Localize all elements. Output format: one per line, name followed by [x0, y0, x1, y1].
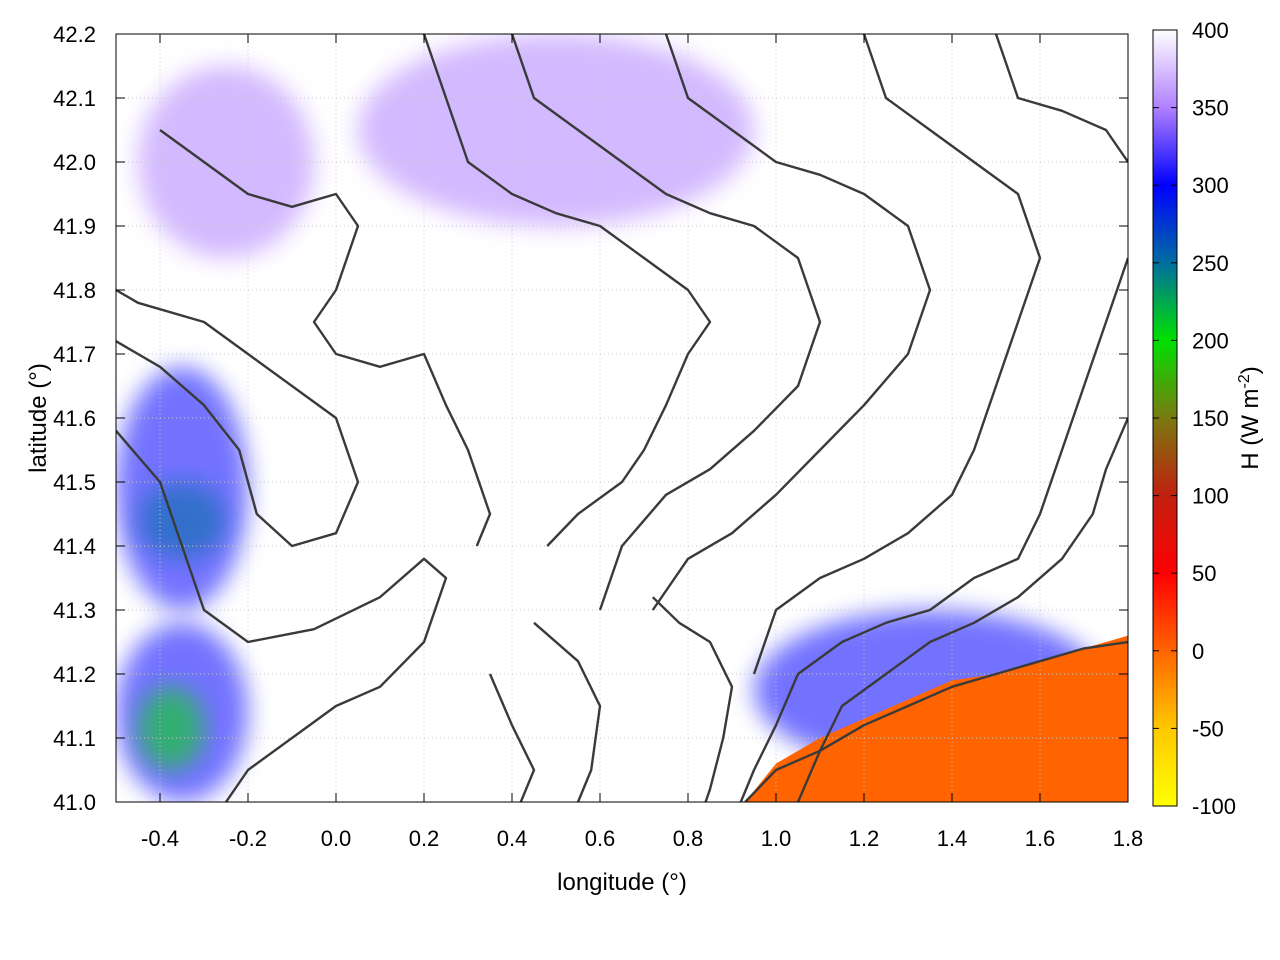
- colorbar: -100 -50 0 50 100 150 200 250 300 350 400 H (W m-2…: [1152, 18, 1264, 819]
- x-tick-label: 0.8: [673, 826, 704, 851]
- y-tick-label: 42.0: [53, 150, 96, 175]
- flux-field: [116, 34, 1128, 802]
- colorbar-tick-label: 100: [1192, 484, 1229, 509]
- y-axis: 41.0 41.1 41.2 41.3 41.4 41.5 41.6 41.7 41.8 41.9…: [53, 22, 1128, 815]
- colorbar-tick-label: 0: [1192, 639, 1204, 664]
- colorbar-tick-label: 150: [1192, 406, 1229, 431]
- x-tick-label: 1.6: [1025, 826, 1056, 851]
- field-region-sea: [745, 635, 1128, 802]
- contour-line-3: [159, 129, 492, 547]
- colorbar-tick-label: 400: [1192, 18, 1229, 43]
- colorbar-tick-label: 250: [1192, 251, 1229, 276]
- grid-lines: [116, 33, 1129, 803]
- y-tick-label: 41.1: [53, 726, 96, 751]
- contour-line-1: [116, 288, 360, 548]
- contour-line-14: [651, 596, 734, 802]
- field-region-north-band: [358, 34, 754, 226]
- contour-line-8: [994, 34, 1128, 163]
- contour-line-5: [510, 34, 822, 611]
- y-tick-label: 42.2: [53, 22, 96, 47]
- x-tick-label: 0.6: [585, 826, 616, 851]
- x-tick-label: 0.0: [321, 826, 352, 851]
- y-tick-label: 41.4: [53, 534, 96, 559]
- x-tick-label: 1.4: [937, 826, 968, 851]
- colorbar-tick-label: -50: [1192, 716, 1224, 741]
- x-tick-label: 0.2: [409, 826, 440, 851]
- y-tick-label: 41.3: [53, 598, 96, 623]
- x-tick-label: 1.0: [761, 826, 792, 851]
- y-tick-label: 41.2: [53, 662, 96, 687]
- colorbar-title: H (W m-2): [1236, 366, 1264, 470]
- y-tick-label: 41.8: [53, 278, 96, 303]
- x-tick-label: 1.8: [1113, 826, 1144, 851]
- colorbar-tick-label: 350: [1192, 96, 1229, 121]
- x-tick-label: 1.2: [849, 826, 880, 851]
- colorbar-tick-label: -100: [1192, 794, 1236, 819]
- y-tick-label: 41.5: [53, 470, 96, 495]
- contour-line-2: [116, 430, 448, 802]
- field-region-southwest-core: [138, 686, 204, 771]
- x-axis: -0.4 -0.2 0.0 0.2 0.4 0.6 0.8 1.0 1.2 1.4 1.6 1.8: [141, 34, 1143, 851]
- colorbar-ticks: -100 -50 0 50 100 150 200 250 300 350 400: [1153, 18, 1236, 819]
- x-tick-label: -0.4: [141, 826, 179, 851]
- colorbar-tick-label: 300: [1192, 173, 1229, 198]
- elevation-contours: [116, 34, 1128, 802]
- contour-line-9: [739, 257, 1128, 802]
- y-tick-label: 41.0: [53, 790, 96, 815]
- field-region-nw-hills: [138, 66, 314, 258]
- contour-line-13: [488, 673, 536, 802]
- field-region-west-valley-core: [138, 482, 226, 559]
- x-axis-title: longitude (°): [557, 869, 687, 896]
- contour-line-6: [651, 34, 932, 611]
- y-tick-label: 42.1: [53, 86, 96, 111]
- contour-line-4: [422, 34, 712, 547]
- contour-line-7: [752, 34, 1042, 675]
- contour-line-12: [533, 621, 602, 802]
- contour-line-10: [796, 417, 1128, 802]
- colorbar-tick-label: 200: [1192, 328, 1229, 353]
- y-axis-title: latitude (°): [25, 363, 52, 473]
- contour-line-11: [744, 640, 1128, 802]
- x-tick-label: 0.4: [497, 826, 528, 851]
- x-tick-label: -0.2: [229, 826, 267, 851]
- colorbar-tick-label: 50: [1192, 561, 1216, 586]
- y-tick-label: 41.7: [53, 342, 96, 367]
- y-tick-label: 41.6: [53, 406, 96, 431]
- y-tick-label: 41.9: [53, 214, 96, 239]
